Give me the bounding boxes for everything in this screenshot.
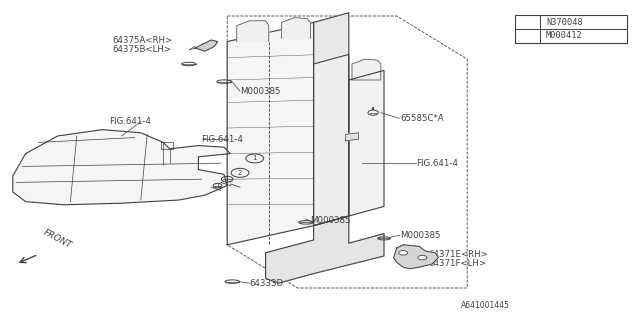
Text: FIG.641-4: FIG.641-4 [416, 159, 458, 168]
Bar [515, 15, 627, 43]
Text: A641001445: A641001445 [461, 301, 509, 310]
Text: FIG.641-4: FIG.641-4 [202, 135, 244, 144]
Text: N370048: N370048 [546, 18, 582, 27]
Polygon shape [227, 22, 314, 245]
Text: FIG.641-4: FIG.641-4 [109, 117, 151, 126]
Text: 64333D: 64333D [250, 279, 284, 288]
Text: FRONT: FRONT [42, 228, 73, 250]
Text: 65585C*A: 65585C*A [400, 114, 444, 123]
Text: 2: 2 [238, 170, 242, 176]
Polygon shape [13, 130, 230, 205]
Polygon shape [237, 21, 269, 42]
Polygon shape [314, 54, 349, 226]
Polygon shape [349, 70, 384, 216]
Circle shape [418, 255, 427, 260]
Polygon shape [346, 133, 358, 141]
Polygon shape [394, 245, 438, 269]
Text: 64371F<LH>: 64371F<LH> [429, 260, 487, 268]
Text: 1: 1 [252, 156, 257, 161]
Circle shape [399, 251, 408, 255]
Text: M000385: M000385 [310, 216, 351, 225]
Polygon shape [266, 216, 384, 283]
Text: 2: 2 [524, 31, 529, 40]
Text: M000385: M000385 [240, 87, 280, 96]
Polygon shape [282, 18, 310, 38]
Text: 1: 1 [524, 18, 529, 27]
Text: 64375B<LH>: 64375B<LH> [112, 45, 171, 54]
Circle shape [368, 110, 378, 115]
Text: M000412: M000412 [546, 31, 582, 40]
Text: M000385: M000385 [400, 231, 440, 240]
Polygon shape [352, 59, 381, 80]
Text: 64371E<RH>: 64371E<RH> [429, 250, 488, 259]
Text: 64375A<RH>: 64375A<RH> [112, 36, 172, 44]
Polygon shape [314, 13, 349, 226]
Polygon shape [195, 40, 218, 51]
